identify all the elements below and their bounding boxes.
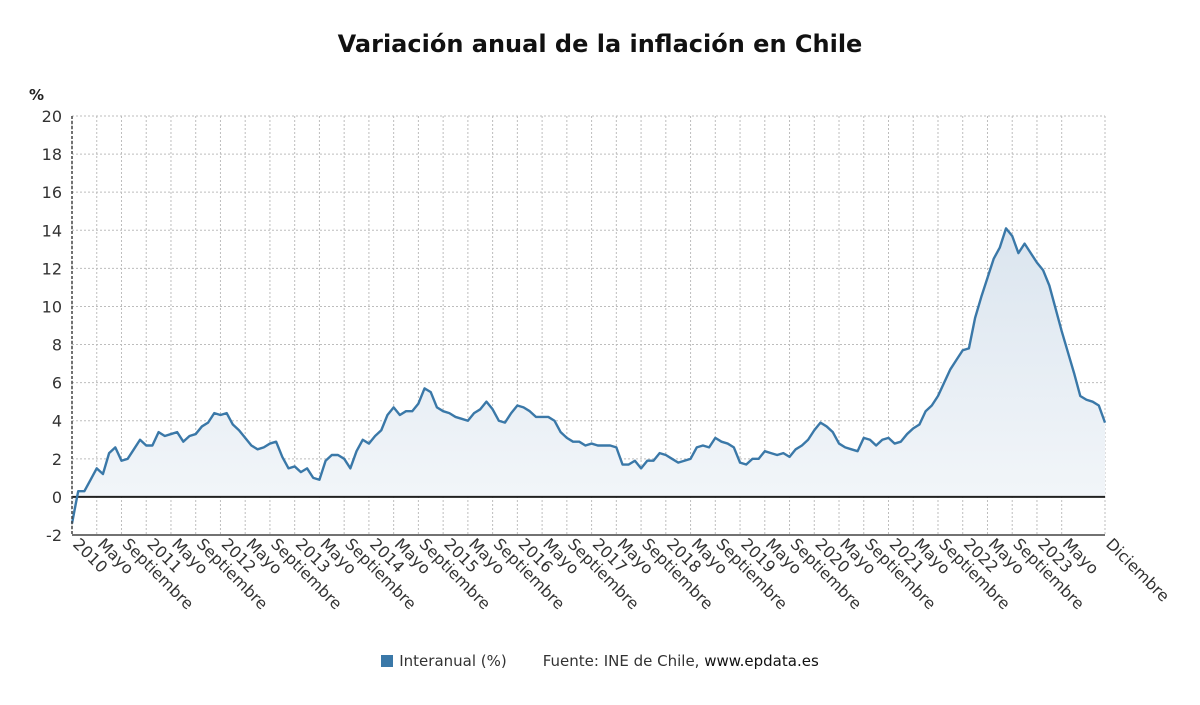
x-tick-label: Diciembre — [1102, 534, 1173, 605]
y-tick-label: 6 — [52, 374, 62, 393]
y-tick-label: 12 — [42, 259, 62, 278]
axes — [71, 116, 1105, 536]
legend-label: Interanual (%) — [399, 652, 507, 670]
series-line — [70, 227, 1107, 524]
y-tick-label: 20 — [42, 107, 62, 126]
source-text: Fuente: INE de Chile, — [542, 652, 705, 670]
y-tick-label: 2 — [52, 450, 62, 469]
legend: Interanual (%) Fuente: INE de Chile, www.… — [0, 652, 1200, 670]
y-tick-label: 0 — [52, 488, 62, 507]
y-tick-label: -2 — [46, 526, 62, 545]
y-tick-label: 18 — [42, 145, 62, 164]
y-tick-labels: -2 0 2 4 6 8 10 12 14 16 18 20 — [42, 107, 62, 545]
y-axis-label: % — [29, 86, 45, 104]
chart-title: Variación anual de la inflación en Chile — [337, 30, 863, 58]
y-tick-label: 4 — [52, 412, 62, 431]
y-tick-label: 10 — [42, 297, 62, 316]
y-tick-label: 14 — [42, 221, 62, 240]
x-tick-labels: 2010MayoSeptiembre2011MayoSeptiembre2012… — [69, 534, 1173, 613]
y-tick-label: 16 — [42, 183, 62, 202]
y-tick-label: 8 — [52, 336, 62, 355]
series-area — [72, 228, 1105, 524]
source-site: www.epdata.es — [704, 652, 819, 670]
legend-swatch — [381, 655, 394, 667]
